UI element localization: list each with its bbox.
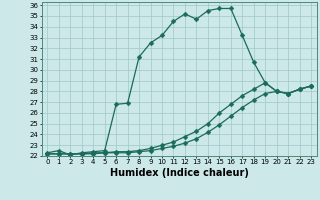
X-axis label: Humidex (Indice chaleur): Humidex (Indice chaleur) [110, 168, 249, 178]
